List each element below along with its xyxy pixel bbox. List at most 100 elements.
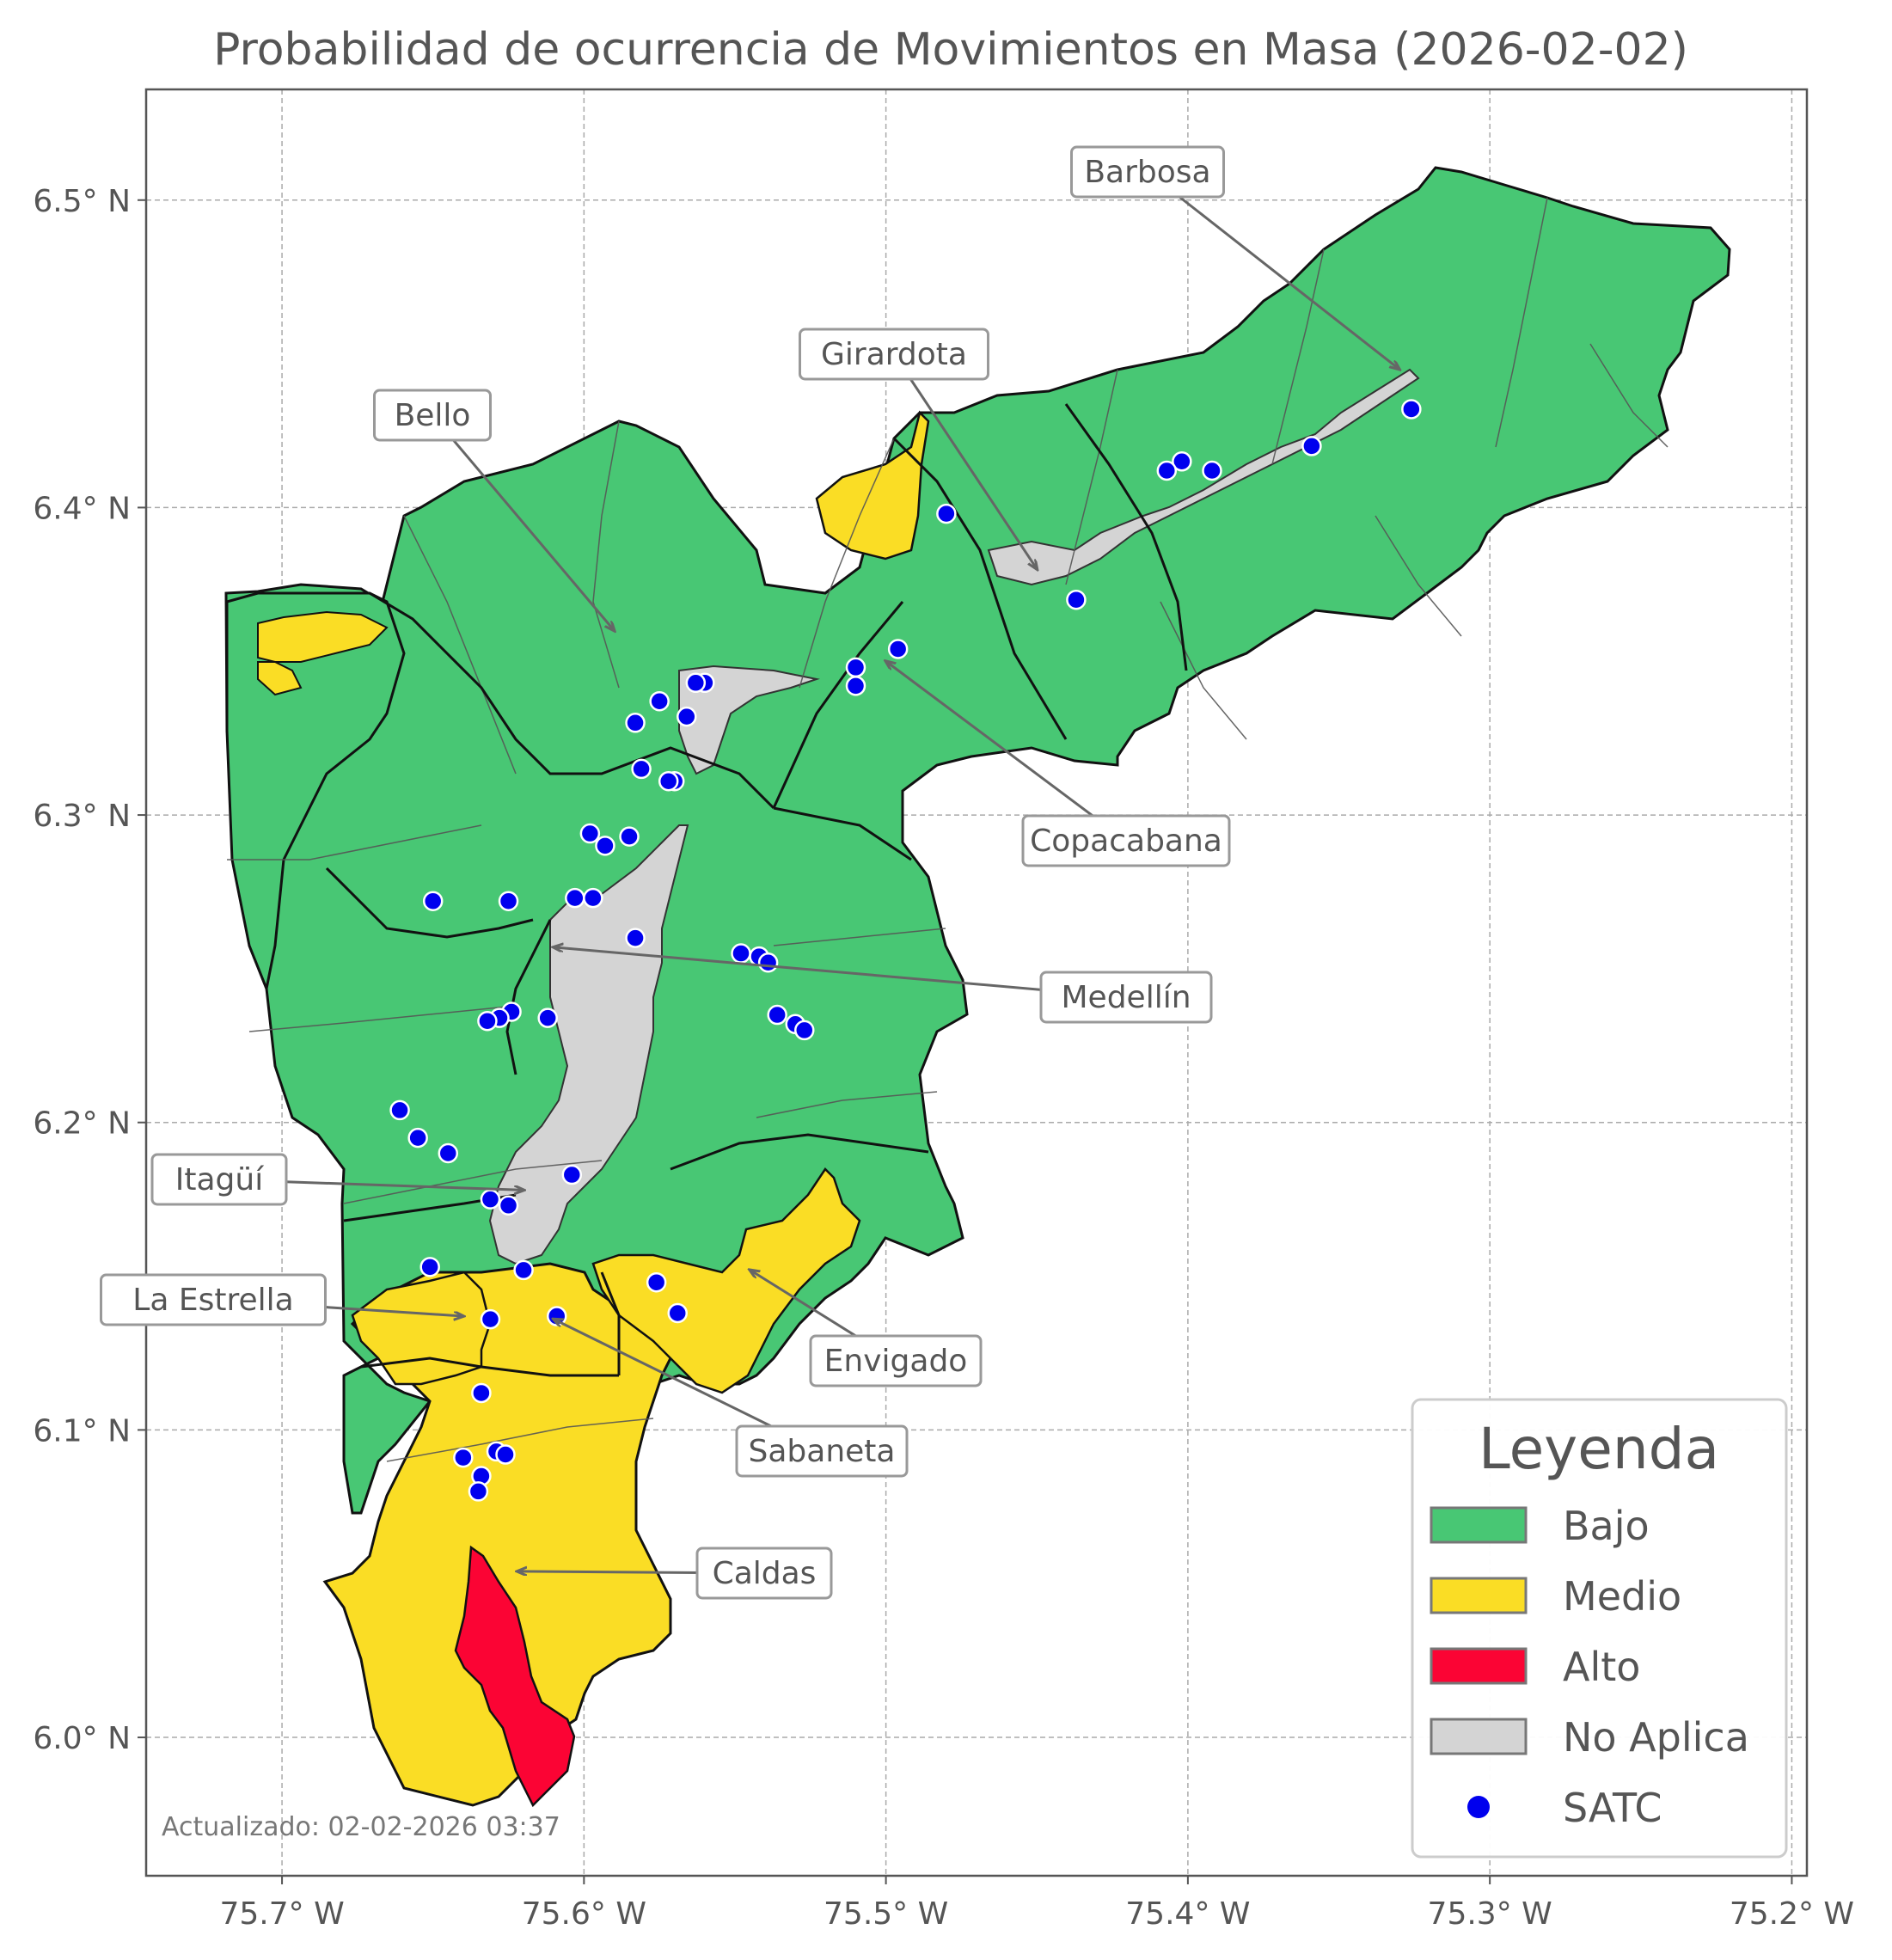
callout-box: [1070, 145, 1225, 199]
callout-barbosa: Barbosa: [1070, 145, 1399, 369]
callout-label: Girardota: [821, 337, 967, 372]
legend-swatch: [1430, 1718, 1528, 1755]
legend-label: Medio: [1563, 1573, 1681, 1620]
callout-label: Barbosa: [1084, 155, 1210, 190]
callout-copacabana: Copacabana: [886, 661, 1231, 867]
legend-label: Bajo: [1563, 1503, 1650, 1549]
x-tick-label: 75.5° W: [824, 1896, 948, 1932]
satc-station-marker: [579, 823, 601, 844]
satc-station-marker: [649, 690, 670, 712]
callout-label: Bello: [395, 398, 471, 433]
callout-label: Medellín: [1061, 980, 1191, 1015]
satc-station-marker: [757, 952, 779, 973]
satc-station-marker: [631, 758, 652, 780]
callout-label: Itagüí: [175, 1162, 264, 1197]
callout-box: [735, 1424, 909, 1478]
satc-station-marker: [625, 713, 646, 733]
satc-station-marker: [1202, 460, 1222, 481]
callout-box: [1021, 814, 1231, 867]
satc-station-marker: [565, 887, 585, 909]
satc-station-marker: [794, 1020, 815, 1041]
satc-station-marker: [561, 1164, 583, 1185]
legend-title: Leyenda: [1479, 1416, 1719, 1482]
satc-station-marker: [658, 770, 679, 792]
satc-station-marker: [677, 706, 697, 727]
callout-box: [1039, 971, 1213, 1024]
satc-station-marker: [438, 1142, 459, 1164]
callout-arrow: [554, 947, 1127, 999]
y-tick-label: 6.3° N: [33, 799, 131, 834]
satc-station-marker: [685, 672, 707, 694]
x-tick-label: 75.7° W: [219, 1896, 344, 1932]
satc-station-marker: [1156, 460, 1178, 481]
callout-label: Copacabana: [1030, 824, 1222, 859]
callout-arrow: [892, 353, 1037, 569]
x-tick-label: 75.2° W: [1730, 1896, 1854, 1932]
satc-station-marker: [468, 1481, 489, 1502]
satc-station-marker: [537, 1008, 558, 1028]
satc-station-marker: [845, 657, 866, 678]
satc-station-marker: [477, 1010, 498, 1032]
callout-la-estrella: La Estrella: [100, 1273, 463, 1326]
bajo-region: [224, 166, 1731, 1515]
callout-bello: Bello: [373, 389, 615, 630]
updated-timestamp: Actualizado: 02-02-2026 03:37: [162, 1812, 560, 1842]
legend-item-medio: Medio: [1430, 1573, 1681, 1620]
callout-arrow: [886, 661, 1127, 842]
municipality-callouts: Barbosa Girardota Bello Copacabana Medellín I…: [100, 145, 1399, 1600]
satc-station-marker: [583, 887, 603, 909]
satc-station-marker: [495, 1444, 516, 1465]
x-tick-label: 75.4° W: [1125, 1896, 1250, 1932]
y-tick-label: 6.1° N: [33, 1413, 131, 1449]
y-tick-label: 6.2° N: [33, 1106, 131, 1142]
legend-item-no-aplica: No Aplica: [1430, 1714, 1749, 1761]
satc-station-marker: [619, 826, 640, 847]
satc-station-marker: [731, 943, 751, 964]
legend-swatch: [1430, 1647, 1528, 1685]
district-boundaries: [227, 197, 1669, 1462]
satc-station-marker: [389, 1099, 410, 1121]
callout-label: La Estrella: [132, 1283, 293, 1318]
legend-item-satc: SATC: [1467, 1785, 1662, 1831]
satc-station-marker: [422, 891, 444, 911]
callout-envigado: Envigado: [750, 1270, 983, 1387]
satc-station-marker: [1066, 589, 1087, 610]
satc-station-marker: [887, 639, 909, 659]
callout-box: [150, 1153, 288, 1206]
callout-box: [809, 1334, 983, 1387]
y-tick-label: 6.4° N: [33, 491, 131, 526]
callout-box: [695, 1547, 833, 1600]
satc-station-marker: [1401, 399, 1422, 420]
satc-layer: [389, 399, 1422, 1502]
callout-label: Sabaneta: [749, 1434, 896, 1469]
legend-item-bajo: Bajo: [1430, 1503, 1650, 1549]
satc-station-marker: [1172, 451, 1192, 472]
legend-items: Bajo Medio Alto No Aplica SATC: [1430, 1503, 1749, 1831]
municipal-borders: [325, 403, 1188, 1377]
x-tick-label: 75.3° W: [1428, 1896, 1552, 1932]
satc-station-marker: [498, 1195, 519, 1216]
satc-station-marker: [936, 503, 957, 524]
map-title: Probabilidad de ocurrencia de Movimiento…: [213, 24, 1688, 76]
plot-frame: [144, 88, 1809, 1877]
satc-station-marker: [646, 1271, 667, 1293]
y-tick-label: 6.5° N: [33, 184, 131, 219]
satc-station-marker: [419, 1257, 440, 1277]
callout-arrow: [1147, 170, 1399, 369]
satc-station-marker: [667, 1302, 688, 1324]
legend-label: SATC: [1563, 1785, 1662, 1831]
callout-box: [799, 328, 989, 381]
medio-region-envigado: [591, 1167, 861, 1394]
callout-girardota: Girardota: [799, 328, 1038, 569]
satc-station-marker: [453, 1447, 474, 1468]
satc-station-marker: [480, 1308, 501, 1330]
callout-itag-: Itagüí: [150, 1153, 524, 1206]
medio-region-northwest-small: [257, 661, 303, 696]
map-legend: Leyenda Bajo Medio Alto No Aplica SATC: [1411, 1398, 1788, 1859]
satc-station-marker: [513, 1259, 534, 1281]
callout-box: [373, 389, 492, 442]
medio-region-south: [322, 1262, 681, 1807]
callout-arrow: [431, 414, 614, 630]
satc-station-marker: [480, 1189, 501, 1210]
